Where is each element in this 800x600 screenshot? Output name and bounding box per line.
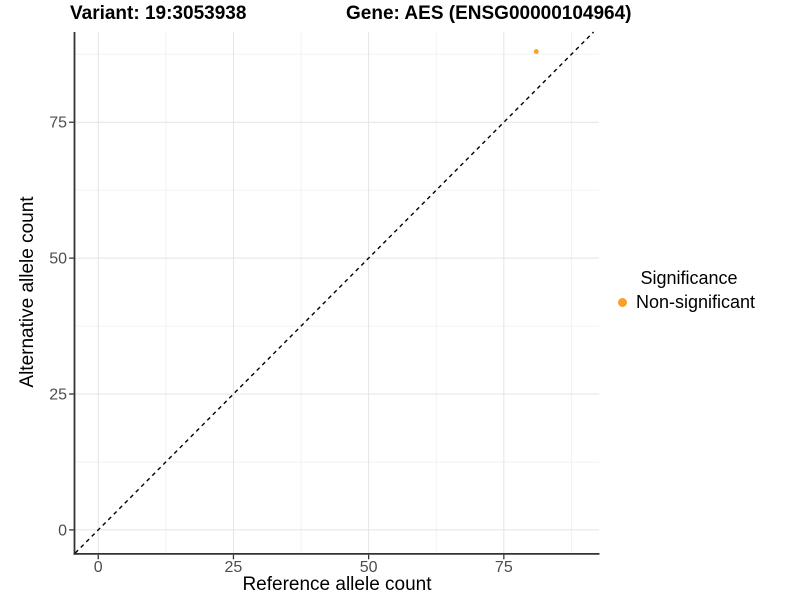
identity-dashed-line [74, 31, 595, 554]
x-axis-title: Reference allele count [242, 574, 432, 595]
y-tick-label: 25 [49, 387, 67, 404]
legend-title: Significance [640, 268, 738, 288]
x-tick-label: 50 [360, 559, 378, 576]
legend-item-label: Non-significant [636, 292, 756, 312]
data-point [533, 49, 539, 54]
legend-key-dot-icon [618, 298, 627, 307]
x-tick-label: 75 [495, 559, 513, 576]
gene-title: Gene: AES (ENSG00000104964) [346, 3, 632, 24]
y-tick-label: 75 [49, 115, 67, 132]
legend-item-non-significant: Non-significant [614, 292, 794, 313]
variant-title: Variant: 19:3053938 [70, 3, 247, 24]
y-tick-label: 0 [58, 522, 67, 539]
y-tick-label: 50 [49, 251, 67, 268]
y-axis-title: Alternative allele count [17, 196, 38, 388]
x-tick-label: 0 [94, 559, 103, 576]
legend: Significance Non-significant [614, 268, 794, 313]
x-tick-label: 25 [225, 559, 243, 576]
